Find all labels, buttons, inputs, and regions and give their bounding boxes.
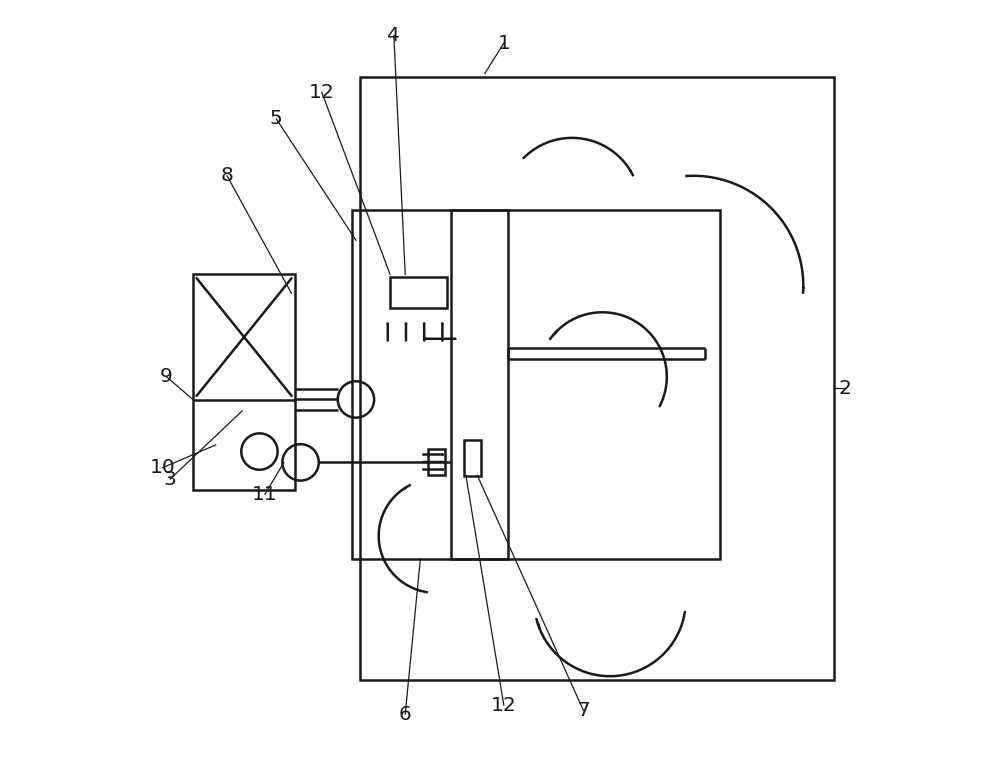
Text: 5: 5 <box>270 110 283 129</box>
Bar <box>464 440 481 476</box>
Text: 8: 8 <box>221 167 233 185</box>
Bar <box>428 450 445 475</box>
Bar <box>390 277 447 308</box>
Text: 10: 10 <box>150 458 175 477</box>
Text: 9: 9 <box>160 368 173 387</box>
Bar <box>193 275 295 490</box>
Text: 11: 11 <box>252 485 278 504</box>
Text: 1: 1 <box>497 33 510 53</box>
Text: 7: 7 <box>577 701 590 720</box>
Text: 6: 6 <box>399 705 412 724</box>
Bar <box>352 210 508 559</box>
Bar <box>451 210 720 559</box>
Text: 2: 2 <box>839 378 851 397</box>
Bar <box>360 77 834 680</box>
Text: 3: 3 <box>164 470 177 489</box>
Text: 12: 12 <box>491 696 517 715</box>
Text: 12: 12 <box>309 83 335 102</box>
Text: 4: 4 <box>387 26 400 45</box>
